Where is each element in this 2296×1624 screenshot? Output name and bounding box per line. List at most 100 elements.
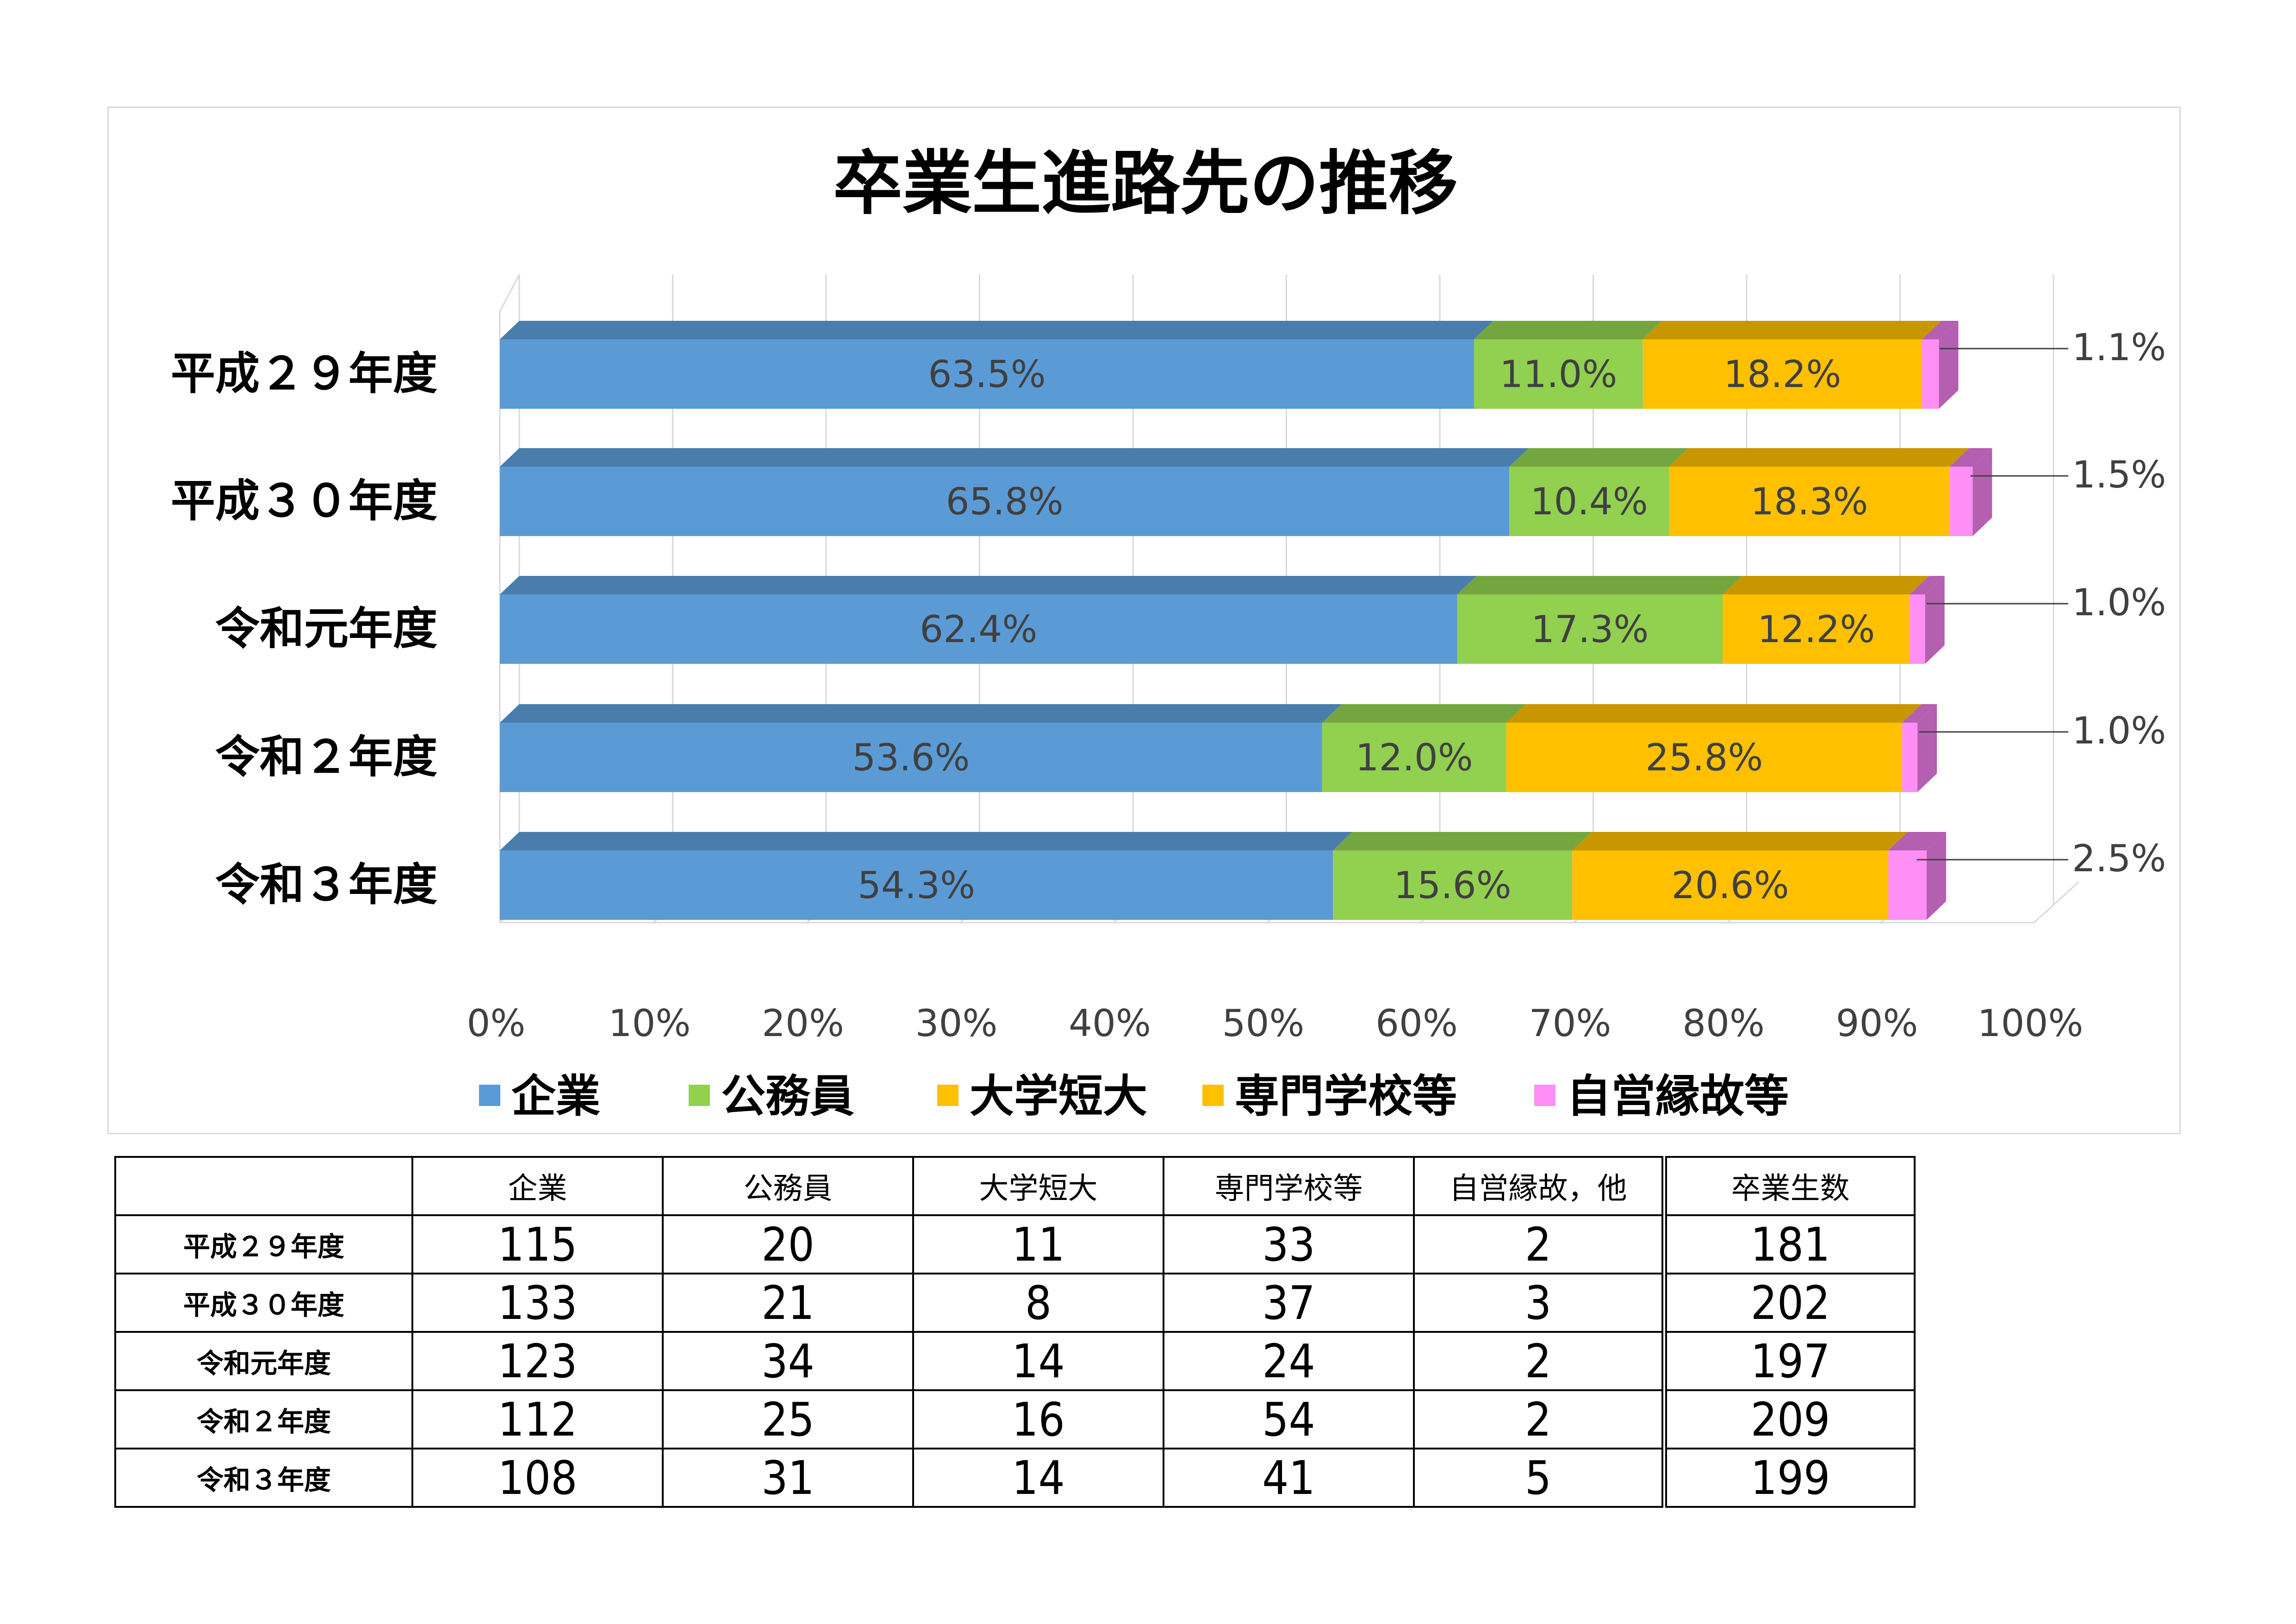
bar-top-face <box>500 704 1342 723</box>
table-cell-total: 202 <box>1661 1273 1916 1333</box>
data-label: 25.8% <box>1645 736 1763 779</box>
table-cell: 24 <box>1163 1331 1415 1391</box>
x-tick-label: 90% <box>1836 1002 1918 1045</box>
bar-top-face <box>1333 832 1592 850</box>
legend-swatch <box>1202 1085 1224 1106</box>
bar-top-face <box>1949 448 1992 467</box>
chart-frame: 卒業生進路先の推移 63.5% 11.0% 18.2% 1.1% 平成２９年度 65.8%… <box>107 106 2181 1134</box>
bar-top-face <box>1643 321 1942 339</box>
data-label: 62.4% <box>920 608 1037 651</box>
category-label: 令和２年度 <box>215 731 437 783</box>
table-row-label: 令和３年度 <box>114 1448 413 1508</box>
table-cell: 16 <box>912 1389 1164 1449</box>
table-cell: 8 <box>912 1273 1164 1333</box>
data-label: 18.2% <box>1724 353 1841 396</box>
x-tick-label: 100% <box>1978 1002 2084 1045</box>
bar-top-face <box>500 448 1529 467</box>
data-label: 1.0% <box>2072 581 2166 624</box>
stacked-bar-chart: 卒業生進路先の推移 63.5% 11.0% 18.2% 1.1% 平成２９年度 65.8%… <box>171 144 2166 1122</box>
table-header-senmon: 専門学校等 <box>1163 1156 1415 1216</box>
bar-top-face <box>1457 576 1742 594</box>
table-header-row: 企業 公務員 大学短大 専門学校等 自営縁故，他 卒業生数 <box>114 1156 1916 1216</box>
table-cell: 33 <box>1163 1214 1415 1274</box>
legend-label: 専門学校等 <box>1235 1070 1457 1122</box>
table-row: 令和元年度 123 34 14 24 2 197 <box>114 1331 1916 1391</box>
table-cell: 5 <box>1413 1448 1665 1508</box>
x-tick-label: 0% <box>467 1002 526 1045</box>
data-label: 65.8% <box>946 480 1064 523</box>
bar-side-face <box>1925 576 1945 664</box>
table-cell: 54 <box>1163 1389 1415 1449</box>
table-row: 令和３年度 108 31 14 41 5 199 <box>114 1448 1916 1508</box>
data-label: 10.4% <box>1531 480 1648 523</box>
table-cell: 21 <box>662 1273 914 1333</box>
table-cell: 3 <box>1413 1273 1665 1333</box>
data-label: 1.5% <box>2072 453 2166 496</box>
bar-segment <box>1509 467 1669 536</box>
table-cell: 37 <box>1163 1273 1415 1333</box>
table-header-daigaku: 大学短大 <box>912 1156 1164 1216</box>
bar-top-face <box>1723 576 1929 594</box>
bar-segment <box>1910 594 1925 664</box>
table-header-jiei: 自営縁故，他 <box>1413 1156 1665 1216</box>
bar-top-face <box>1910 576 1945 594</box>
bar-segment <box>1506 723 1902 792</box>
legend-swatch <box>479 1085 500 1106</box>
data-label: 12.2% <box>1757 608 1875 651</box>
bar-top-face <box>1669 448 1969 467</box>
table-cell: 115 <box>411 1214 664 1274</box>
data-label: 20.6% <box>1672 864 1789 907</box>
table-row-label: 平成３０年度 <box>114 1273 413 1333</box>
bar-segment <box>1888 850 1927 920</box>
table-cell: 123 <box>411 1331 664 1391</box>
bar-side-face <box>1939 321 1959 409</box>
table-header-komuin: 公務員 <box>662 1156 914 1216</box>
bar-segment <box>1949 467 1973 536</box>
table-cell: 112 <box>411 1389 664 1449</box>
x-tick-label: 70% <box>1529 1002 1612 1045</box>
x-tick-label: 50% <box>1222 1002 1305 1045</box>
bar-side-face <box>1917 704 1937 792</box>
table-cell: 14 <box>912 1331 1164 1391</box>
table-header-corner <box>114 1156 413 1216</box>
legend-label: 企業 <box>511 1070 600 1122</box>
bar-top-face <box>1902 704 1937 723</box>
bar-top-face <box>1922 321 1959 339</box>
data-label: 53.6% <box>852 736 970 779</box>
bar-segment <box>500 594 1457 664</box>
bar-top-face <box>1509 448 1689 467</box>
legend-swatch <box>937 1085 958 1106</box>
bar-side-face <box>1972 448 1992 536</box>
bar-segment <box>1457 594 1723 664</box>
bar-top-face <box>500 576 1477 594</box>
bar-top-face <box>500 832 1353 850</box>
data-label: 18.3% <box>1750 480 1868 523</box>
table-row: 平成３０年度 133 21 8 37 3 202 <box>114 1273 1916 1333</box>
table-header-total: 卒業生数 <box>1661 1156 1916 1216</box>
table-cell: 14 <box>912 1448 1164 1508</box>
bar-segment <box>1572 850 1889 920</box>
table-row: 平成２９年度 115 20 11 33 2 181 <box>114 1214 1916 1274</box>
floor-line <box>2033 881 2079 924</box>
table-cell: 108 <box>411 1448 664 1508</box>
bar-top-face <box>1474 321 1662 339</box>
x-tick-label: 60% <box>1375 1002 1458 1045</box>
category-label: 令和３年度 <box>215 859 437 911</box>
data-label: 12.0% <box>1356 736 1473 779</box>
table-cell-total: 181 <box>1661 1214 1916 1274</box>
data-label: 2.5% <box>2072 837 2166 880</box>
legend-label: 自営縁故等 <box>1567 1070 1789 1122</box>
data-label: 1.0% <box>2072 709 2166 752</box>
bar-top-face <box>1572 832 1908 850</box>
x-tick-label: 40% <box>1069 1002 1151 1045</box>
bar-segment <box>1474 339 1643 409</box>
bar-segment <box>1322 723 1506 792</box>
table-cell: 2 <box>1413 1214 1665 1274</box>
table-cell: 20 <box>662 1214 914 1274</box>
bar-top-face <box>1322 704 1526 723</box>
table-row-label: 令和元年度 <box>114 1331 413 1391</box>
table-cell-total: 209 <box>1661 1389 1916 1449</box>
x-tick-label: 20% <box>762 1002 844 1045</box>
bar-side-face <box>1926 832 1946 920</box>
bar-segment <box>500 723 1322 792</box>
